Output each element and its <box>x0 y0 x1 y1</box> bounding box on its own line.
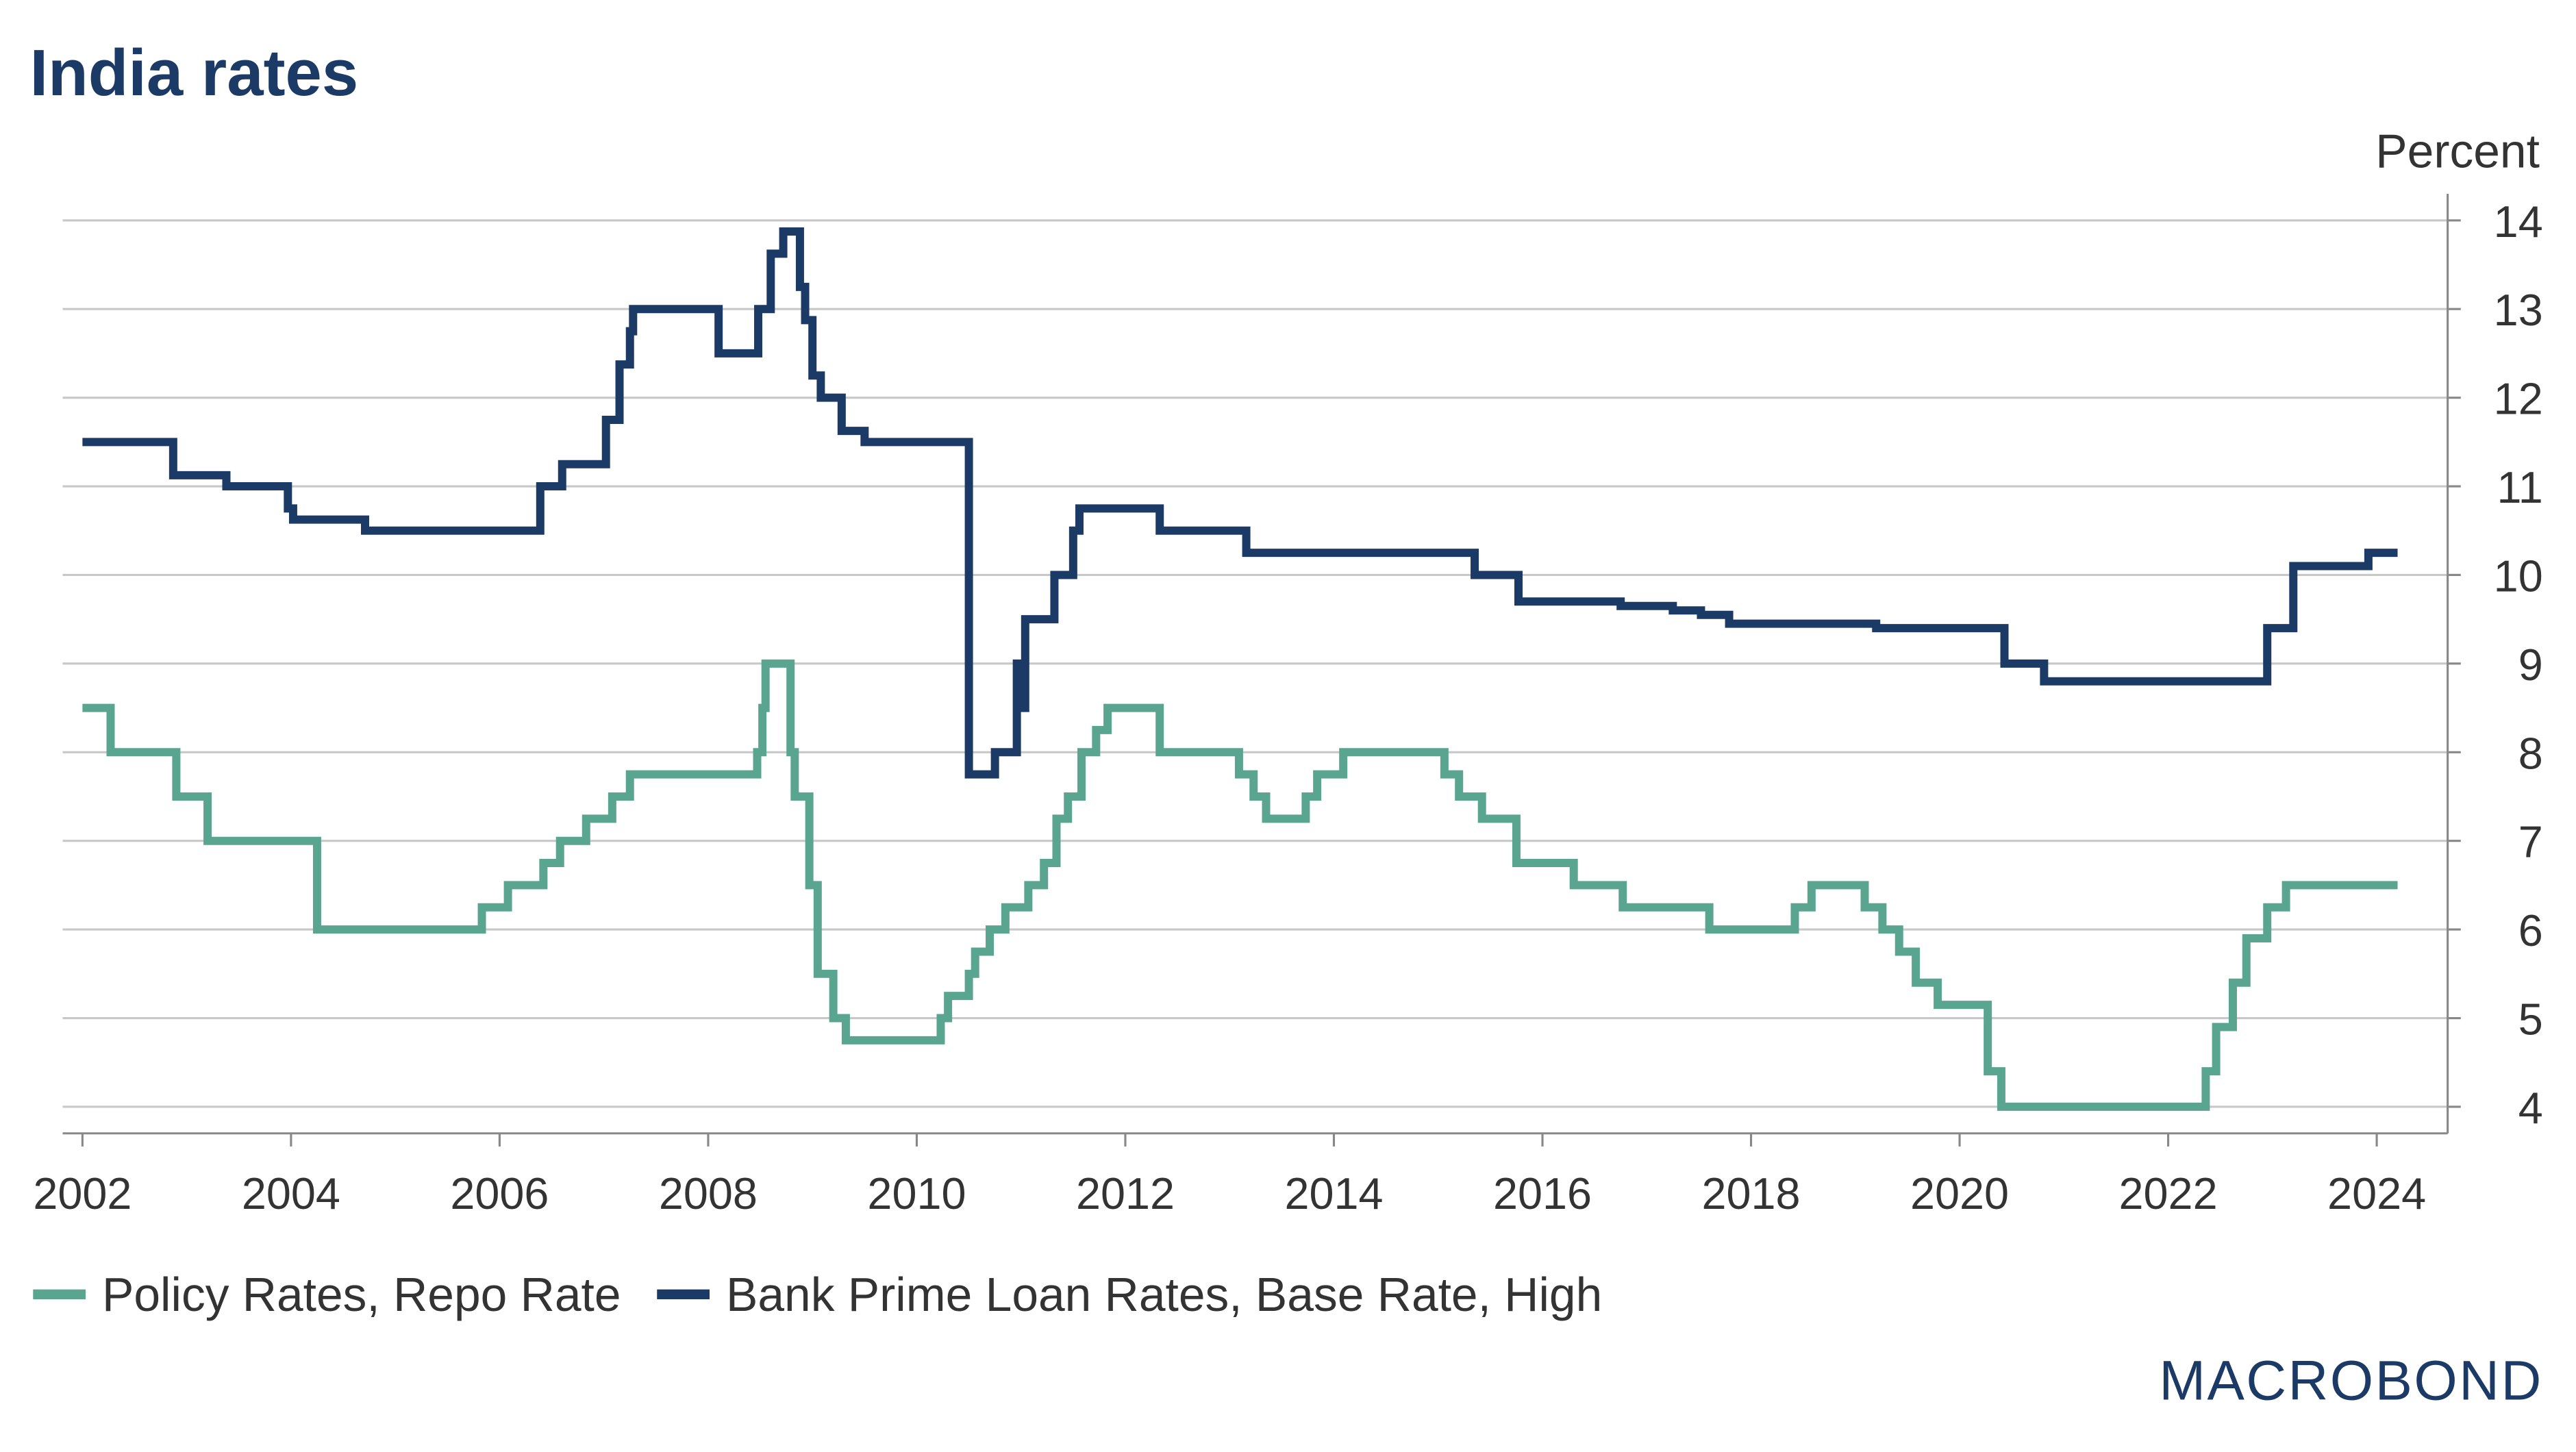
x-tick-label: 2018 <box>1702 1168 1801 1218</box>
legend-label: Policy Rates, Repo Rate <box>102 1268 621 1321</box>
x-tick-label: 2012 <box>1076 1168 1175 1218</box>
y-tick-label: 13 <box>2494 285 2543 335</box>
x-tick-label: 2008 <box>659 1168 758 1218</box>
y-tick-label: 10 <box>2494 551 2543 601</box>
series-line <box>82 227 2398 779</box>
y-tick-label: 4 <box>2518 1083 2543 1133</box>
x-tick-label: 2016 <box>1493 1168 1592 1218</box>
y-tick-label: 14 <box>2494 197 2543 247</box>
y-axis-label: Percent <box>2375 125 2540 178</box>
x-tick-label: 2024 <box>2327 1168 2426 1218</box>
chart-title: India rates <box>29 36 358 110</box>
x-tick-label: 2022 <box>2119 1168 2218 1218</box>
x-tick-label: 2006 <box>450 1168 549 1218</box>
y-tick-label: 6 <box>2518 905 2543 955</box>
y-tick-label: 9 <box>2518 640 2543 690</box>
y-tick-label: 7 <box>2518 817 2543 867</box>
x-tick-label: 2010 <box>867 1168 966 1218</box>
brand-logo: MACROBOND <box>2159 1349 2543 1412</box>
x-tick-label: 2014 <box>1284 1168 1383 1218</box>
y-tick-label: 5 <box>2518 994 2543 1044</box>
x-tick-label: 2020 <box>1910 1168 2009 1218</box>
y-tick-label: 12 <box>2494 374 2543 424</box>
legend-label: Bank Prime Loan Rates, Base Rate, High <box>726 1268 1602 1321</box>
x-tick-label: 2002 <box>33 1168 132 1218</box>
y-tick-label: 8 <box>2518 728 2543 778</box>
x-tick-label: 2004 <box>242 1168 340 1218</box>
series-line <box>82 659 2398 1111</box>
y-tick-label: 11 <box>2497 462 2542 512</box>
